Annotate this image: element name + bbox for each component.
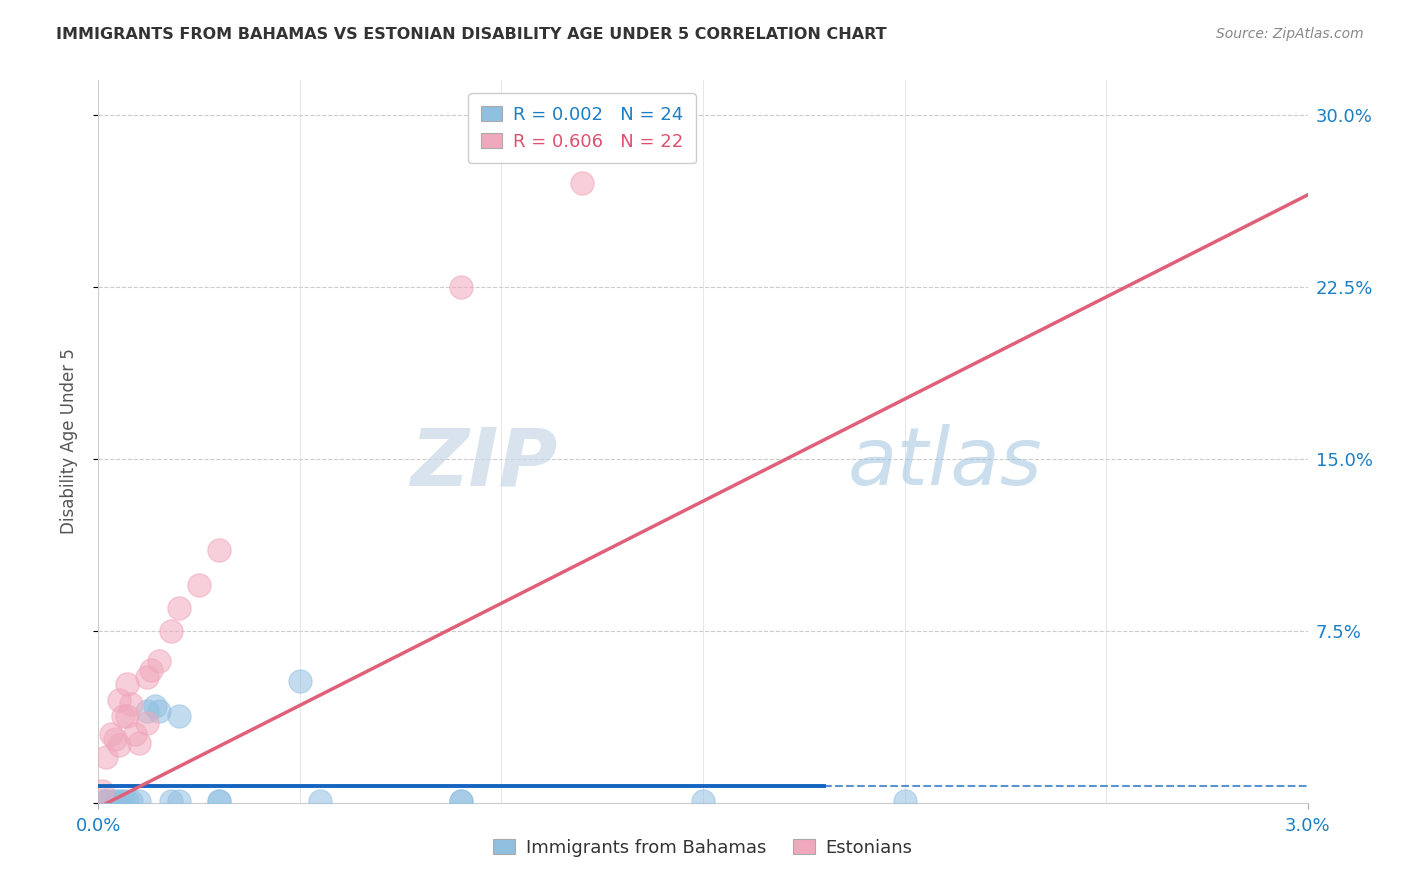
Text: IMMIGRANTS FROM BAHAMAS VS ESTONIAN DISABILITY AGE UNDER 5 CORRELATION CHART: IMMIGRANTS FROM BAHAMAS VS ESTONIAN DISA…: [56, 27, 887, 42]
Text: ZIP: ZIP: [411, 425, 558, 502]
Point: [91, 793, 114, 807]
Text: atlas: atlas: [848, 425, 1043, 502]
Point: [160, 624, 183, 638]
Point: [167, 708, 190, 723]
Point: [139, 663, 162, 677]
Point: [148, 654, 170, 668]
Point: [120, 697, 142, 711]
Point: [91, 784, 114, 798]
Point: [111, 793, 134, 807]
Point: [103, 731, 125, 746]
Point: [124, 727, 146, 741]
Point: [115, 676, 138, 690]
Point: [208, 793, 231, 807]
Point: [208, 543, 231, 558]
Point: [107, 692, 129, 706]
Point: [100, 793, 122, 807]
Point: [96, 793, 118, 807]
Point: [135, 715, 157, 730]
Point: [160, 793, 183, 807]
Point: [115, 793, 138, 807]
Point: [208, 793, 231, 807]
Point: [450, 279, 472, 293]
Y-axis label: Disability Age Under 5: Disability Age Under 5: [59, 349, 77, 534]
Point: [111, 708, 134, 723]
Point: [120, 793, 142, 807]
Point: [135, 704, 157, 718]
Point: [96, 793, 118, 807]
Point: [143, 699, 166, 714]
Point: [450, 793, 472, 807]
Point: [167, 793, 190, 807]
Point: [309, 793, 332, 807]
Point: [288, 674, 311, 689]
Point: [103, 793, 125, 807]
Point: [167, 600, 190, 615]
Point: [450, 793, 472, 807]
Point: [107, 793, 129, 807]
Point: [692, 793, 714, 807]
Point: [571, 177, 593, 191]
Point: [115, 708, 138, 723]
Point: [128, 793, 150, 807]
Point: [893, 793, 915, 807]
Point: [107, 739, 129, 753]
Point: [188, 578, 211, 592]
Legend: Immigrants from Bahamas, Estonians: Immigrants from Bahamas, Estonians: [484, 830, 922, 866]
Point: [128, 736, 150, 750]
Text: Source: ZipAtlas.com: Source: ZipAtlas.com: [1216, 27, 1364, 41]
Point: [96, 750, 118, 764]
Point: [100, 727, 122, 741]
Point: [135, 670, 157, 684]
Point: [148, 704, 170, 718]
